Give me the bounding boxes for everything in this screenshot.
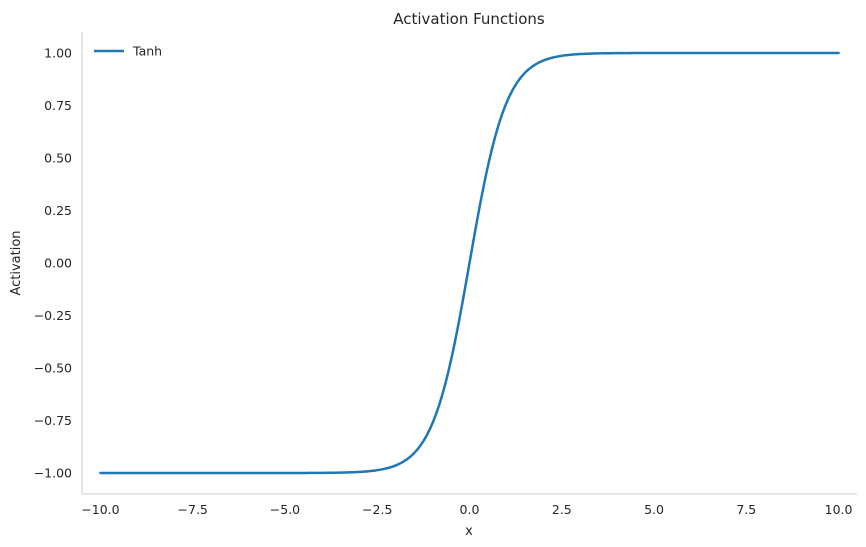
series-layer (99, 51, 840, 475)
x-tick-label: 5.0 (644, 502, 664, 517)
x-tick-label: 2.5 (552, 502, 572, 517)
x-axis-label: x (465, 524, 473, 539)
x-ticks: −10.0 −7.5 −5.0 −2.5 0.0 2.5 5.0 7.5 10.0 (81, 502, 852, 517)
x-tick-label: −5.0 (270, 502, 300, 517)
y-tick-label: −0.75 (34, 413, 72, 428)
y-axis-label: Activation (9, 230, 24, 295)
plot-area: −10.0 −7.5 −5.0 −2.5 0.0 2.5 5.0 7.5 10.0 1.00 0.… (34, 32, 857, 517)
y-tick-label: −1.00 (34, 466, 72, 481)
legend: Tanh (94, 44, 162, 59)
y-tick-label: 0.50 (44, 151, 72, 166)
y-tick-label: 0.00 (44, 256, 72, 271)
x-tick-label: −2.5 (362, 502, 392, 517)
y-ticks: 1.00 0.75 0.50 0.25 0.00 −0.25 −0.50 −0.75 −1.00 (34, 46, 72, 481)
y-tick-label: 1.00 (44, 46, 72, 61)
x-tick-label: 0.0 (460, 502, 480, 517)
y-tick-label: 0.25 (44, 203, 72, 218)
x-tick-label: 7.5 (736, 502, 756, 517)
x-tick-label: 10.0 (825, 502, 853, 517)
chart-title: Activation Functions (393, 10, 545, 28)
legend-label-tanh: Tanh (132, 44, 162, 59)
y-tick-label: −0.25 (34, 308, 72, 323)
x-tick-label: −7.5 (178, 502, 208, 517)
y-tick-label: 0.75 (44, 98, 72, 113)
x-tick-label: −10.0 (81, 502, 119, 517)
y-tick-label: −0.50 (34, 361, 72, 376)
series-line-tanh (99, 51, 840, 475)
